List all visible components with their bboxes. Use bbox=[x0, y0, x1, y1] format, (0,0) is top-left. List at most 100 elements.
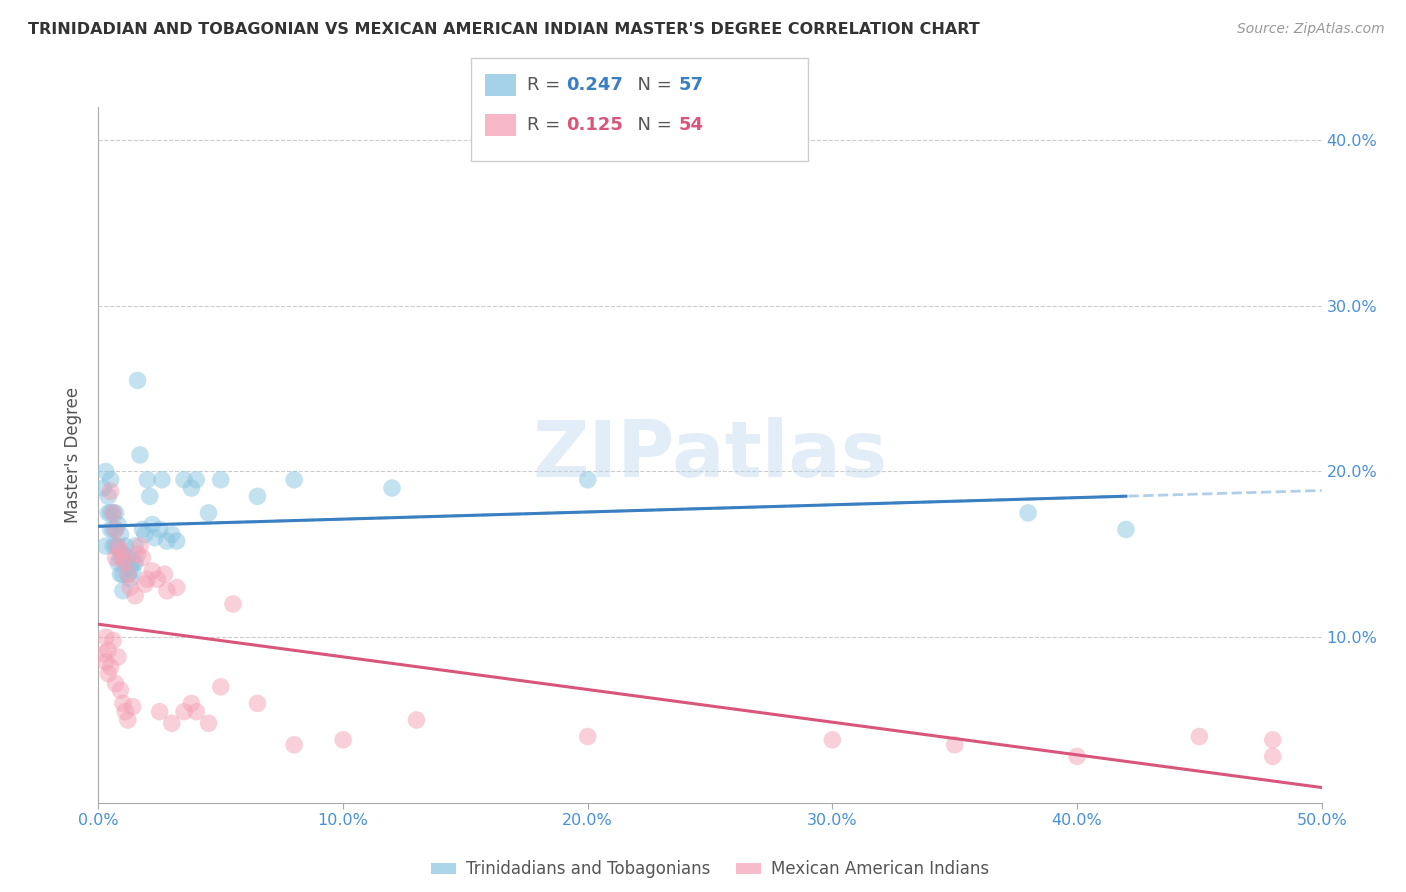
Point bbox=[197, 716, 219, 731]
Point bbox=[821, 732, 844, 747]
Point bbox=[131, 523, 153, 537]
Point bbox=[136, 572, 159, 586]
Point bbox=[101, 506, 124, 520]
Point bbox=[1188, 730, 1211, 744]
Point bbox=[381, 481, 404, 495]
Point bbox=[127, 547, 149, 561]
Point bbox=[160, 716, 183, 731]
Point bbox=[97, 489, 120, 503]
Text: 0.125: 0.125 bbox=[567, 116, 623, 134]
Point bbox=[97, 643, 120, 657]
Point bbox=[180, 481, 202, 495]
Text: TRINIDADIAN AND TOBAGONIAN VS MEXICAN AMERICAN INDIAN MASTER'S DEGREE CORRELATIO: TRINIDADIAN AND TOBAGONIAN VS MEXICAN AM… bbox=[28, 22, 980, 37]
Point bbox=[129, 539, 152, 553]
Point bbox=[173, 473, 195, 487]
Point bbox=[150, 473, 173, 487]
Legend: Trinidadians and Tobagonians, Mexican American Indians: Trinidadians and Tobagonians, Mexican Am… bbox=[425, 854, 995, 885]
Point bbox=[117, 567, 139, 582]
Point bbox=[107, 556, 129, 570]
Point bbox=[104, 523, 127, 537]
Point bbox=[153, 567, 176, 582]
Point bbox=[186, 473, 208, 487]
Point bbox=[120, 560, 142, 574]
Point bbox=[114, 556, 136, 570]
Point bbox=[117, 550, 139, 565]
Point bbox=[156, 534, 179, 549]
Point bbox=[94, 655, 117, 669]
Point bbox=[110, 544, 132, 558]
Point bbox=[124, 556, 146, 570]
Point bbox=[1115, 523, 1137, 537]
Point bbox=[143, 531, 166, 545]
Point bbox=[1261, 749, 1284, 764]
Point bbox=[110, 567, 132, 582]
Point bbox=[104, 676, 127, 690]
Point bbox=[94, 539, 117, 553]
Point bbox=[136, 473, 159, 487]
Point bbox=[576, 730, 599, 744]
Point bbox=[1261, 732, 1284, 747]
Point bbox=[1017, 506, 1039, 520]
Point bbox=[166, 534, 188, 549]
Point bbox=[100, 473, 122, 487]
Point bbox=[197, 506, 219, 520]
Point bbox=[107, 517, 129, 532]
Point bbox=[101, 523, 124, 537]
Point bbox=[121, 564, 143, 578]
Point bbox=[111, 547, 134, 561]
Point bbox=[222, 597, 245, 611]
Point bbox=[94, 630, 117, 644]
Point bbox=[101, 633, 124, 648]
Point bbox=[107, 539, 129, 553]
Point bbox=[209, 473, 232, 487]
Text: R =: R = bbox=[527, 116, 567, 134]
Point bbox=[405, 713, 427, 727]
Point bbox=[117, 567, 139, 582]
Point bbox=[110, 683, 132, 698]
Point bbox=[97, 506, 120, 520]
Point bbox=[576, 473, 599, 487]
Point bbox=[246, 697, 269, 711]
Text: 57: 57 bbox=[679, 76, 704, 94]
Y-axis label: Master's Degree: Master's Degree bbox=[65, 387, 83, 523]
Point bbox=[91, 647, 114, 661]
Point bbox=[111, 550, 134, 565]
Point bbox=[134, 527, 156, 541]
Point bbox=[149, 523, 172, 537]
Point bbox=[104, 506, 127, 520]
Point bbox=[111, 567, 134, 582]
Point bbox=[943, 738, 966, 752]
Point bbox=[91, 481, 114, 495]
Point bbox=[100, 523, 122, 537]
Point bbox=[129, 448, 152, 462]
Point bbox=[283, 473, 305, 487]
Point bbox=[173, 705, 195, 719]
Point bbox=[101, 506, 124, 520]
Point bbox=[166, 581, 188, 595]
Point bbox=[121, 556, 143, 570]
Point bbox=[97, 666, 120, 681]
Text: N =: N = bbox=[626, 76, 678, 94]
Point bbox=[94, 465, 117, 479]
Point bbox=[124, 589, 146, 603]
Point bbox=[100, 660, 122, 674]
Text: 0.247: 0.247 bbox=[567, 76, 623, 94]
Point bbox=[139, 489, 162, 503]
Point bbox=[120, 581, 142, 595]
Point bbox=[141, 517, 163, 532]
Text: Source: ZipAtlas.com: Source: ZipAtlas.com bbox=[1237, 22, 1385, 37]
Point bbox=[104, 550, 127, 565]
Point bbox=[114, 705, 136, 719]
Point bbox=[100, 506, 122, 520]
Point bbox=[156, 583, 179, 598]
Text: 54: 54 bbox=[679, 116, 704, 134]
Point bbox=[149, 705, 172, 719]
Point bbox=[332, 732, 354, 747]
Point bbox=[127, 373, 149, 387]
Point bbox=[101, 539, 124, 553]
Text: ZIPatlas: ZIPatlas bbox=[533, 417, 887, 493]
Point bbox=[246, 489, 269, 503]
Point bbox=[100, 484, 122, 499]
Point bbox=[180, 697, 202, 711]
Point bbox=[121, 699, 143, 714]
